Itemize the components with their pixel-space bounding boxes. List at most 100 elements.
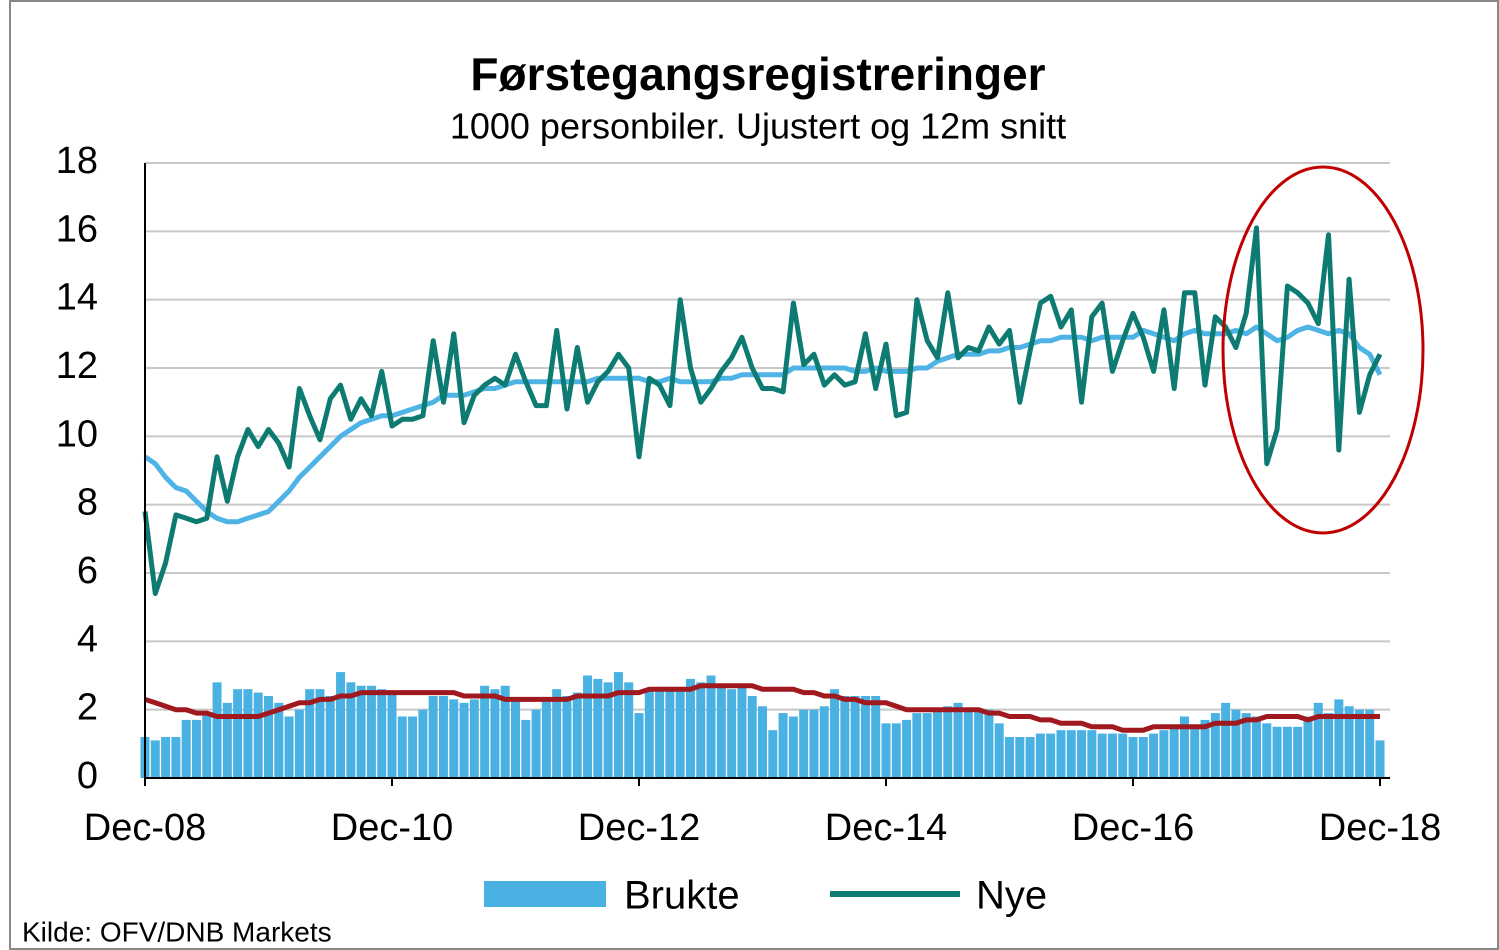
bar [161, 737, 171, 778]
bar [490, 689, 500, 778]
bar [541, 699, 551, 778]
legend-label: Brukte [624, 874, 740, 918]
line [142, 225, 1383, 596]
bar [181, 719, 191, 778]
bar [1252, 716, 1261, 778]
bar [675, 689, 685, 778]
y-tick-label: 12 [56, 345, 98, 387]
bar [1221, 702, 1231, 778]
bar [706, 675, 716, 778]
bar [860, 696, 870, 778]
bar [696, 682, 706, 778]
bar [943, 706, 953, 778]
y-tick-label: 0 [77, 755, 98, 797]
legend-swatch [484, 881, 606, 907]
bar [531, 709, 541, 778]
bar [356, 685, 366, 778]
x-tick-label: Dec-10 [331, 807, 454, 849]
bar [963, 709, 973, 778]
bar [397, 716, 407, 778]
x-tick-label: Dec-16 [1072, 807, 1195, 849]
bar [809, 709, 819, 778]
bar [840, 696, 850, 778]
bar [603, 682, 613, 778]
bar [655, 689, 665, 778]
bar [1231, 709, 1241, 778]
bar [572, 692, 582, 778]
bar [737, 685, 747, 778]
bar [191, 719, 201, 778]
bar [1097, 733, 1107, 778]
line [144, 683, 1380, 733]
bar [1159, 730, 1169, 778]
bar [222, 702, 232, 778]
bar [1282, 726, 1292, 778]
bar [974, 709, 984, 778]
chart-title: Førstegangsregistreringer [470, 48, 1045, 100]
bar [1375, 740, 1385, 778]
bar [994, 723, 1004, 778]
bar [150, 740, 160, 778]
bar [953, 702, 963, 778]
bar [624, 682, 634, 778]
bar [305, 689, 315, 778]
bar [212, 682, 222, 778]
line [143, 324, 1383, 525]
bar [562, 696, 572, 778]
bar [1107, 733, 1117, 778]
bar [1334, 699, 1344, 778]
y-tick-label: 2 [77, 687, 98, 729]
x-tick-label: Dec-08 [84, 807, 207, 849]
bar [1066, 730, 1076, 778]
bar [1313, 702, 1323, 778]
bar [1272, 726, 1282, 778]
bar [243, 689, 253, 778]
bar [1303, 716, 1313, 778]
bar [768, 730, 778, 778]
bar [1200, 719, 1210, 778]
bar [1149, 733, 1159, 778]
bar [932, 709, 942, 778]
y-tick-label: 16 [56, 208, 98, 250]
bar [438, 696, 448, 778]
bar [1035, 733, 1045, 778]
bar [387, 692, 397, 778]
bar [1210, 713, 1220, 778]
y-tick-label: 10 [56, 413, 98, 455]
bar [665, 689, 675, 778]
bar [264, 696, 273, 778]
y-tick-label: 6 [77, 550, 98, 592]
x-tick-label: Dec-14 [825, 807, 948, 849]
bar [366, 685, 376, 778]
bar [346, 682, 356, 778]
bar [511, 699, 520, 778]
bar [1128, 737, 1138, 778]
bar [593, 678, 603, 778]
bar [315, 689, 325, 778]
bar [830, 689, 840, 778]
bar [778, 713, 788, 778]
bar [284, 716, 294, 778]
bar [1169, 726, 1179, 778]
bar [428, 696, 438, 778]
bar [274, 702, 284, 778]
bar [850, 696, 860, 778]
bar [408, 716, 418, 778]
bar [634, 713, 644, 778]
bar [1262, 723, 1272, 778]
bar [1190, 726, 1200, 778]
bar [1046, 733, 1056, 778]
y-tick-label: 8 [77, 482, 98, 524]
highlight-ellipse [1221, 165, 1425, 535]
bar [1293, 726, 1303, 778]
y-tick-label: 14 [56, 277, 98, 319]
bar [716, 685, 726, 778]
bar [984, 709, 994, 778]
bar [902, 719, 912, 778]
bar [1354, 709, 1364, 778]
x-tick-label: Dec-18 [1319, 807, 1442, 849]
bar [685, 678, 695, 778]
bar [1077, 730, 1087, 778]
bar [336, 672, 346, 778]
bar [747, 696, 757, 778]
